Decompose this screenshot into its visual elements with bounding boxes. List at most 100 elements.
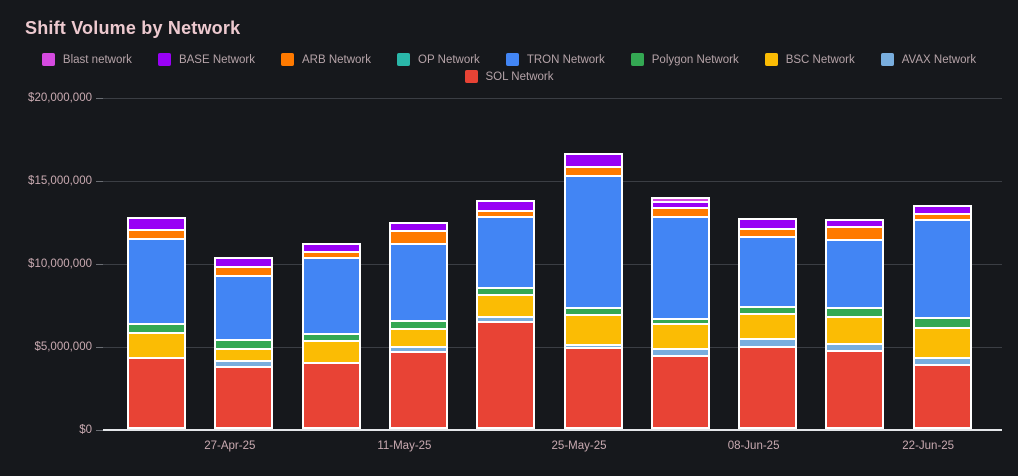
x-axis-label: 27-Apr-25 — [204, 440, 256, 452]
bar-segment-polygon[interactable] — [914, 316, 970, 327]
legend-swatch-icon — [880, 53, 894, 66]
bar-segment-avax[interactable] — [565, 343, 621, 348]
bar-segment-polygon[interactable] — [652, 317, 708, 324]
legend-item-avax-network[interactable]: AVAX Network — [880, 53, 976, 66]
bar-segment-tron[interactable] — [390, 243, 446, 320]
bar-segment-avax[interactable] — [390, 346, 446, 352]
bar-segment-sol[interactable] — [478, 321, 534, 427]
x-axis-label: 08-Jun-25 — [727, 440, 780, 452]
bar-segment-base[interactable] — [652, 200, 708, 208]
bar-segment-tron[interactable] — [914, 218, 970, 317]
legend-label: BASE Network — [178, 53, 255, 66]
legend-item-bsc-network[interactable]: BSC Network — [764, 53, 855, 66]
bar-segment-arb[interactable] — [478, 209, 534, 216]
chart-title: Shift Volume by Network — [25, 18, 241, 38]
legend-item-base-network[interactable]: BASE Network — [157, 53, 255, 66]
stacked-bar-6[interactable] — [563, 153, 623, 429]
bar-segment-sol[interactable] — [914, 363, 970, 427]
bar-segment-sol[interactable] — [565, 347, 621, 427]
bar-segment-bsc[interactable] — [129, 331, 184, 358]
bar-segment-tron[interactable] — [303, 257, 359, 333]
bar-segment-avax[interactable] — [478, 315, 534, 322]
bar-segment-bsc[interactable] — [565, 314, 621, 344]
bar-segment-base[interactable] — [827, 220, 883, 227]
bar-segment-sol[interactable] — [740, 345, 796, 427]
legend-row-1: Blast network BASE Network ARB Network OP N… — [41, 53, 976, 66]
bar-segment-bsc[interactable] — [216, 347, 272, 361]
bar-segment-bsc[interactable] — [827, 316, 883, 343]
bar-segment-sol[interactable] — [303, 362, 359, 427]
bar-segment-arb[interactable] — [129, 228, 184, 238]
bar-segment-polygon[interactable] — [129, 322, 184, 332]
bar-segment-base[interactable] — [390, 224, 446, 231]
stacked-bar-1[interactable] — [127, 216, 186, 429]
bar-segment-sol[interactable] — [129, 357, 184, 427]
bar-segment-arb[interactable] — [652, 207, 708, 217]
bar-segment-polygon[interactable] — [216, 338, 272, 348]
bar-segment-bsc[interactable] — [303, 339, 359, 363]
legend-item-sol-network[interactable]: SOL Network — [464, 70, 554, 83]
legend-swatch-icon — [41, 53, 55, 66]
legend-item-tron-network[interactable]: TRON Network — [505, 53, 605, 66]
bar-segment-base[interactable] — [478, 202, 534, 210]
stacked-bar-9[interactable] — [825, 218, 885, 429]
legend-label: ARB Network — [302, 53, 372, 66]
stacked-bar-10[interactable] — [912, 205, 972, 429]
legend-label: SOL Network — [485, 70, 554, 83]
stacked-bar-5[interactable] — [476, 200, 536, 429]
bar-segment-base[interactable] — [129, 218, 184, 229]
bar-segment-arb[interactable] — [827, 226, 883, 239]
bar-segment-polygon[interactable] — [390, 319, 446, 328]
bar-segment-avax[interactable] — [827, 342, 883, 351]
bar-segment-bsc[interactable] — [914, 326, 970, 358]
bar-segment-avax[interactable] — [216, 360, 272, 367]
stacked-bar-3[interactable] — [301, 243, 361, 429]
bar-segment-tron[interactable] — [565, 175, 621, 308]
bar-segment-arb[interactable] — [565, 165, 621, 176]
bar-segment-tron[interactable] — [478, 215, 534, 287]
legend-item-op-network[interactable]: OP Network — [397, 53, 480, 66]
bar-segment-arb[interactable] — [303, 250, 359, 258]
bar-segment-avax[interactable] — [740, 338, 796, 346]
stacked-bar-8[interactable] — [738, 218, 798, 429]
bar-segment-sol[interactable] — [827, 350, 883, 427]
bar-segment-bsc[interactable] — [390, 327, 446, 347]
bar-segment-polygon[interactable] — [303, 332, 359, 340]
stacked-bar-7[interactable] — [650, 196, 710, 429]
bar-segment-tron[interactable] — [216, 274, 272, 339]
bar-segment-arb[interactable] — [390, 230, 446, 244]
bar-segment-sol[interactable] — [216, 366, 272, 428]
bar-segment-arb[interactable] — [740, 227, 796, 236]
y-axis-label: $20,000,000 — [28, 91, 92, 104]
bar-segment-tron[interactable] — [740, 235, 796, 307]
bar-segment-blast[interactable] — [652, 198, 708, 201]
bar-segment-base[interactable] — [914, 207, 970, 213]
bar-segment-bsc[interactable] — [740, 313, 796, 339]
bar-segment-sol[interactable] — [652, 354, 708, 427]
legend-item-blast-network[interactable]: Blast network — [41, 53, 132, 66]
bar-segment-sol[interactable] — [390, 351, 446, 427]
bar-segment-tron[interactable] — [129, 238, 184, 323]
legend-item-arb-network[interactable]: ARB Network — [281, 53, 371, 66]
bar-segment-avax[interactable] — [914, 357, 970, 364]
bar-segment-avax[interactable] — [652, 347, 708, 355]
bar-segment-bsc[interactable] — [652, 323, 708, 348]
bar-segment-base[interactable] — [216, 258, 272, 266]
x-axis-label: 25-May-25 — [551, 440, 607, 452]
bar-segment-tron[interactable] — [652, 216, 708, 318]
bar-segment-polygon[interactable] — [478, 286, 534, 294]
bar-segment-tron[interactable] — [827, 238, 883, 308]
bar-segment-base[interactable] — [740, 220, 796, 228]
stacked-bar-4[interactable] — [388, 222, 448, 429]
bar-segment-polygon[interactable] — [827, 307, 883, 317]
legend-item-polygon-network[interactable]: Polygon Network — [630, 53, 739, 66]
bar-segment-polygon[interactable] — [565, 307, 621, 315]
bar-segment-base[interactable] — [565, 155, 621, 166]
bar-segment-arb[interactable] — [914, 212, 970, 219]
bar-segment-base[interactable] — [303, 245, 359, 251]
stacked-bar-2[interactable] — [214, 256, 274, 429]
bar-segment-arb[interactable] — [216, 265, 272, 275]
legend-label: TRON Network — [526, 53, 605, 66]
bar-segment-polygon[interactable] — [740, 306, 796, 314]
bar-segment-bsc[interactable] — [478, 293, 534, 316]
